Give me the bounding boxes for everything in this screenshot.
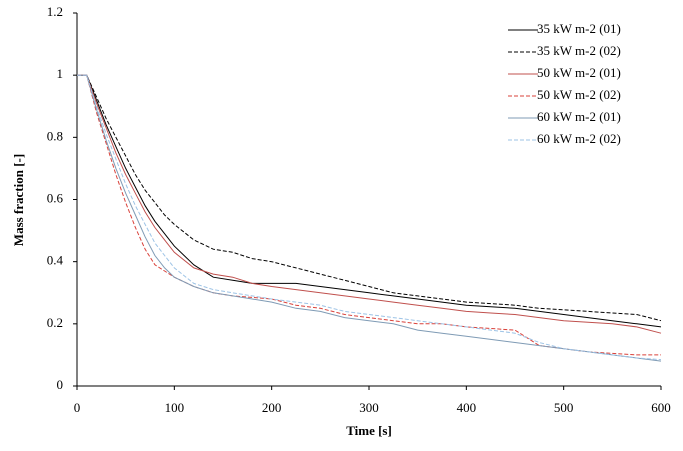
y-tick-label: 0.2 — [47, 315, 63, 330]
x-tick-label: 500 — [554, 400, 574, 415]
x-axis-title: Time [s] — [346, 423, 392, 438]
x-tick-label: 300 — [359, 400, 379, 415]
y-axis-title: Mass fraction [-] — [11, 154, 26, 246]
y-tick-label: 1.2 — [47, 4, 63, 19]
y-tick-label: 0 — [57, 377, 64, 392]
series-line — [77, 74, 662, 328]
y-tick-label: 0.8 — [47, 128, 63, 143]
series-line — [77, 74, 662, 322]
series-line — [77, 74, 662, 362]
y-tick-label: 1 — [57, 66, 64, 81]
x-tick-label: 0 — [74, 400, 81, 415]
x-tick-label: 400 — [457, 400, 477, 415]
legend-label: 35 kW m-2 (02) — [537, 43, 621, 58]
legend-label: 50 kW m-2 (02) — [537, 87, 621, 102]
legend-label: 35 kW m-2 (01) — [537, 21, 621, 36]
y-tick-label: 0.6 — [47, 190, 64, 205]
legend-label: 50 kW m-2 (01) — [537, 65, 621, 80]
series-line — [77, 74, 661, 356]
x-tick-label: 600 — [651, 400, 671, 415]
x-tick-label: 100 — [165, 400, 185, 415]
x-tick-label: 200 — [262, 400, 282, 415]
y-tick-label: 0.4 — [47, 253, 64, 268]
legend-label: 60 kW m-2 (01) — [537, 109, 621, 124]
legend-label: 60 kW m-2 (02) — [537, 131, 621, 146]
series-line — [77, 74, 662, 334]
series-line — [77, 74, 662, 361]
